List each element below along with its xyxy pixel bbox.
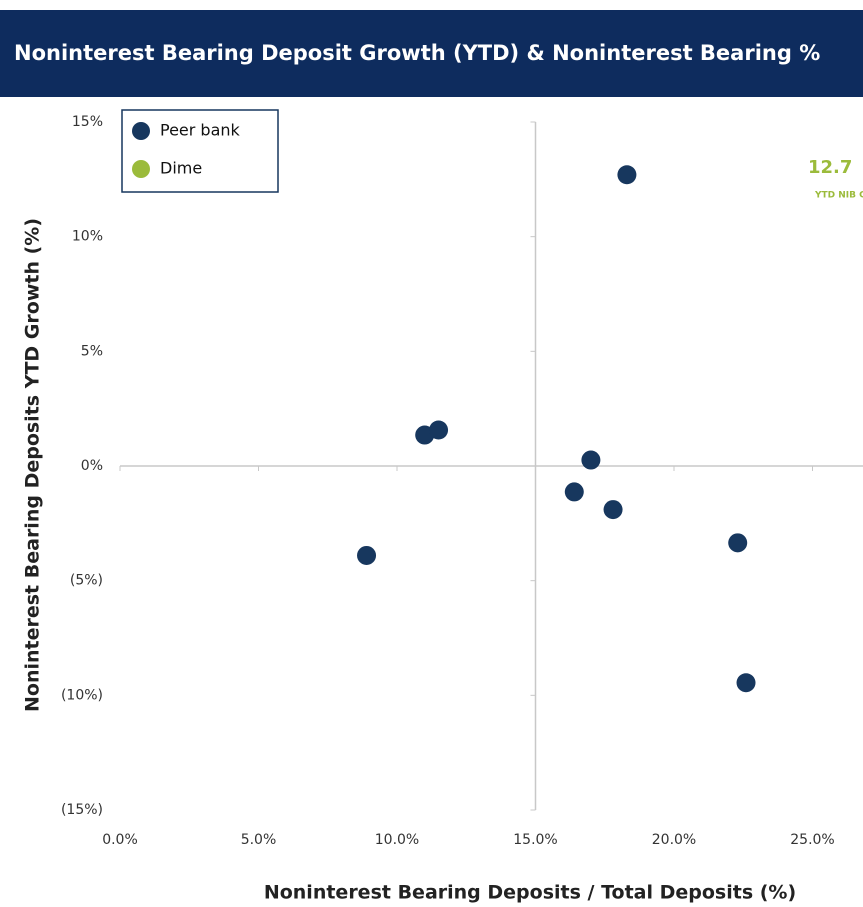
y-tick-label: 0% bbox=[81, 458, 103, 474]
title-bar bbox=[0, 10, 863, 97]
x-axis-label: Noninterest Bearing Deposits / Total Dep… bbox=[264, 882, 796, 904]
y-tick-label: (10%) bbox=[61, 687, 103, 703]
point bbox=[617, 165, 637, 185]
x-tick-label: 20.0% bbox=[652, 832, 696, 848]
point bbox=[429, 420, 449, 440]
y-tick-label: (15%) bbox=[61, 802, 103, 818]
y-tick-label: 5% bbox=[81, 343, 103, 359]
y-tick-label: (5%) bbox=[70, 573, 103, 589]
point bbox=[357, 545, 377, 565]
point bbox=[728, 533, 748, 553]
x-tick-label: 0.0% bbox=[102, 832, 138, 848]
point bbox=[564, 482, 584, 502]
legend-label: Peer bank bbox=[160, 121, 241, 140]
annotation: 12.7 bbox=[808, 157, 852, 178]
legend-marker bbox=[132, 122, 150, 140]
y-tick-label: 15% bbox=[72, 114, 103, 130]
x-tick-label: 5.0% bbox=[241, 832, 277, 848]
chart-title: Noninterest Bearing Deposit Growth (YTD)… bbox=[14, 41, 820, 65]
x-tick-label: 15.0% bbox=[513, 832, 557, 848]
point bbox=[736, 673, 756, 693]
point bbox=[581, 450, 601, 470]
annotation: YTD NIB G bbox=[814, 191, 863, 201]
legend-box bbox=[121, 109, 279, 193]
y-axis-label: Noninterest Bearing Deposits YTD Growth … bbox=[22, 218, 44, 712]
point bbox=[603, 500, 623, 520]
legend-label: Dime bbox=[160, 159, 202, 178]
x-tick-label: 25.0% bbox=[790, 832, 834, 848]
legend-marker bbox=[132, 160, 150, 178]
y-tick-label: 10% bbox=[72, 229, 103, 245]
x-tick-label: 10.0% bbox=[375, 832, 419, 848]
